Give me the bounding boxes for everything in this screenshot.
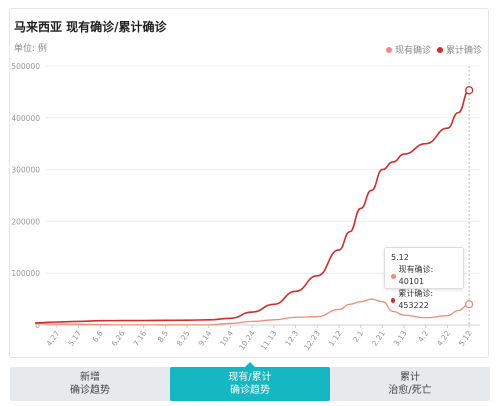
tooltip: 5.12 现有确诊: 40101 累计确诊: 453222 (384, 247, 464, 310)
x-tick-label: 2.1 (351, 329, 365, 344)
y-tick-label: 400000 (11, 114, 40, 123)
y-tick-label: 200000 (11, 217, 40, 226)
y-tick-label: 300000 (11, 166, 40, 175)
legend-label-current: 现有确诊 (394, 46, 431, 56)
tooltip-value-cumulative: 累计确诊: 453222 (398, 289, 434, 310)
series-line-current (35, 298, 470, 326)
tooltip-row-current: 现有确诊: 40101 (391, 264, 457, 288)
tab-new-cases-trend[interactable]: 新增 确诊趋势 (10, 367, 170, 401)
legend-item-cumulative[interactable]: 累计确诊 (436, 43, 482, 56)
legend-dot-current (385, 46, 392, 53)
x-tick-label: 8.5 (156, 329, 170, 344)
legend-label-cumulative: 累计确诊 (445, 46, 482, 56)
tab-label-line1: 现有/累计 (228, 372, 272, 383)
tooltip-dot-cumulative (391, 297, 396, 303)
tooltip-value-current: 现有确诊: 40101 (398, 265, 434, 286)
x-tick-label: 12.3 (283, 329, 300, 348)
point-cumulative-latest[interactable] (464, 86, 474, 95)
x-tick-label: 10.4 (218, 329, 235, 348)
tab-current-cumulative-trend[interactable]: 现有/累计 确诊趋势 (170, 362, 330, 401)
x-tick-label: 3.13 (392, 329, 409, 348)
x-tick-label: 6.26 (110, 329, 127, 348)
y-tick-label: 0 (35, 321, 40, 330)
x-tick-label: 4.2 (416, 329, 430, 344)
tab-label-line2: 确诊趋势 (70, 385, 110, 396)
tooltip-dot-current (391, 273, 396, 279)
trend-tabs: 新增 确诊趋势 现有/累计 确诊趋势 累计 治愈/死亡 (10, 362, 490, 401)
tab-label-line2: 治愈/死亡 (388, 385, 432, 396)
tooltip-date: 5.12 (391, 253, 409, 262)
x-tick-label: 5.17 (66, 329, 83, 348)
tab-recovered-deaths[interactable]: 累计 治愈/死亡 (330, 367, 490, 401)
legend-item-current[interactable]: 现有确诊 (385, 43, 431, 56)
y-tick-label: 100000 (11, 269, 40, 278)
x-tick-label: 9.14 (196, 329, 213, 348)
x-tick-label: 5.12 (457, 329, 474, 348)
x-tick-label: 1.12 (327, 329, 344, 348)
y-tick-label: 500000 (11, 62, 40, 71)
grid (46, 65, 480, 326)
legend-dot-cumulative (436, 46, 443, 53)
x-tick-label: 10.24 (237, 329, 257, 352)
chart-title: 马来西亚 现有确诊/累计确诊 (14, 20, 167, 34)
x-tick-label: 7.16 (131, 329, 148, 348)
series-line-cumulative (35, 89, 470, 324)
x-axis: 4.27 5.17 6.6 6.26 7.16 8.5 8.25 9.14 10.4 10.24 1… (45, 325, 474, 352)
x-tick-label: 8.25 (175, 329, 192, 348)
series-group (35, 86, 474, 326)
x-tick-label: 4.27 (45, 329, 62, 348)
point-current-latest[interactable] (464, 300, 474, 309)
legend: 现有确诊 累计确诊 (385, 43, 482, 56)
x-tick-label: 2.21 (370, 329, 387, 348)
tooltip-row-cumulative: 累计确诊: 453222 (391, 288, 457, 312)
tab-label-line1: 累计 (400, 372, 420, 383)
x-tick-label: 12.23 (302, 329, 322, 352)
tab-label-line2: 确诊趋势 (230, 385, 270, 396)
y-axis: 0 100000 200000 300000 400000 500000 (11, 62, 40, 330)
x-tick-label: 6.6 (91, 329, 105, 344)
unit-label: 单位: 例 (14, 44, 47, 54)
x-tick-label: 11.13 (259, 329, 279, 352)
active-tab-caret (245, 362, 255, 367)
line-chart[interactable]: 0 100000 200000 300000 400000 500000 4.27 5.17… (0, 0, 500, 360)
tab-label-line1: 新增 (80, 372, 100, 383)
x-tick-label: 4.22 (435, 329, 452, 348)
